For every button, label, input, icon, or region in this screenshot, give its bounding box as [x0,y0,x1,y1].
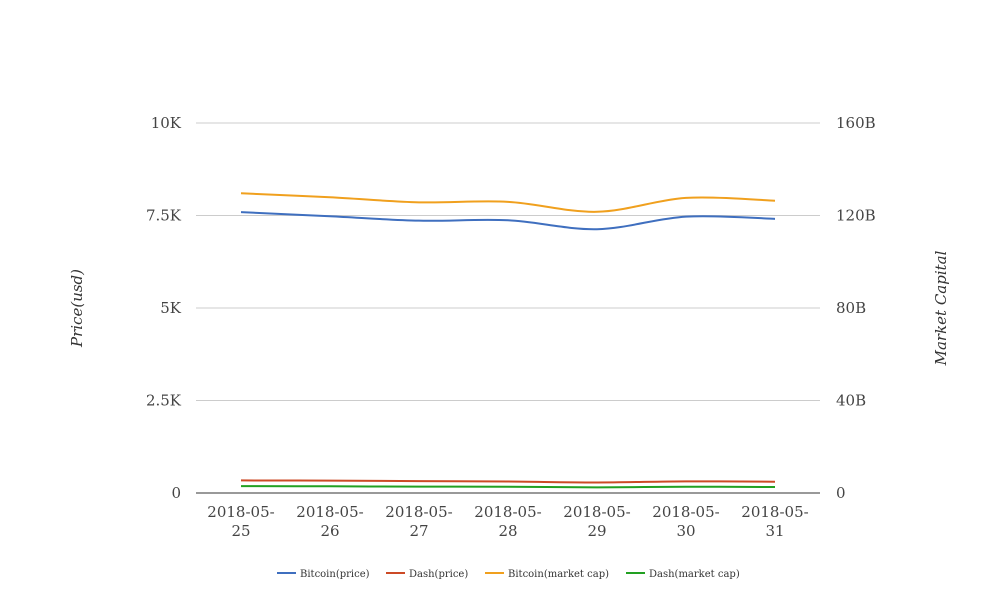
series-lines [240,192,776,489]
left-axis-title: Price(usd) [68,269,86,348]
legend-item-dash-price: Dash(price) [386,569,468,580]
legend-item-bitcoin-price: Bitcoin(price) [277,569,370,580]
left-tick-label: 10K [151,114,182,132]
series-line-dash-price [240,479,776,484]
series-line-dash-market-cap [240,485,776,489]
legend: Bitcoin(price) Dash(price) Bitcoin(market … [277,569,740,580]
right-axis-ticks: 0 40B 80B 120B 160B [836,114,876,502]
legend-label: Dash(market cap) [649,569,740,580]
right-tick-label: 160B [836,114,876,132]
x-tick-label: 2018-05-26 [296,503,363,540]
x-tick-label: 2018-05-31 [741,503,808,540]
left-axis-ticks: 0 2.5K 5K 7.5K 10K [146,114,182,502]
legend-item-bitcoin-market-cap: Bitcoin(market cap) [485,569,609,580]
legend-label: Dash(price) [409,569,468,580]
grid-lines [196,122,820,494]
left-tick-label: 5K [160,299,182,317]
legend-item-dash-market-cap: Dash(market cap) [626,569,740,580]
right-tick-label: 120B [836,207,876,225]
series-line-bitcoin-market-cap [240,192,776,213]
right-tick-label: 80B [836,299,866,317]
left-tick-label: 7.5K [146,207,182,225]
left-tick-label: 0 [171,484,181,502]
right-tick-label: 0 [836,484,846,502]
x-tick-label: 2018-05-30 [652,503,719,540]
right-axis-title: Market Capital [932,250,950,366]
x-tick-label: 2018-05-29 [563,503,630,540]
legend-label: Bitcoin(price) [300,569,370,580]
x-tick-label: 2018-05-25 [207,503,274,540]
x-tick-label: 2018-05-27 [385,503,452,540]
legend-label: Bitcoin(market cap) [508,569,609,580]
series-line-bitcoin-price [240,211,776,231]
x-axis-ticks: 2018-05-25 2018-05-26 2018-05-27 2018-05-28… [207,503,808,540]
x-tick-label: 2018-05-28 [474,503,541,540]
left-tick-label: 2.5K [146,392,182,410]
right-tick-label: 40B [836,392,866,410]
